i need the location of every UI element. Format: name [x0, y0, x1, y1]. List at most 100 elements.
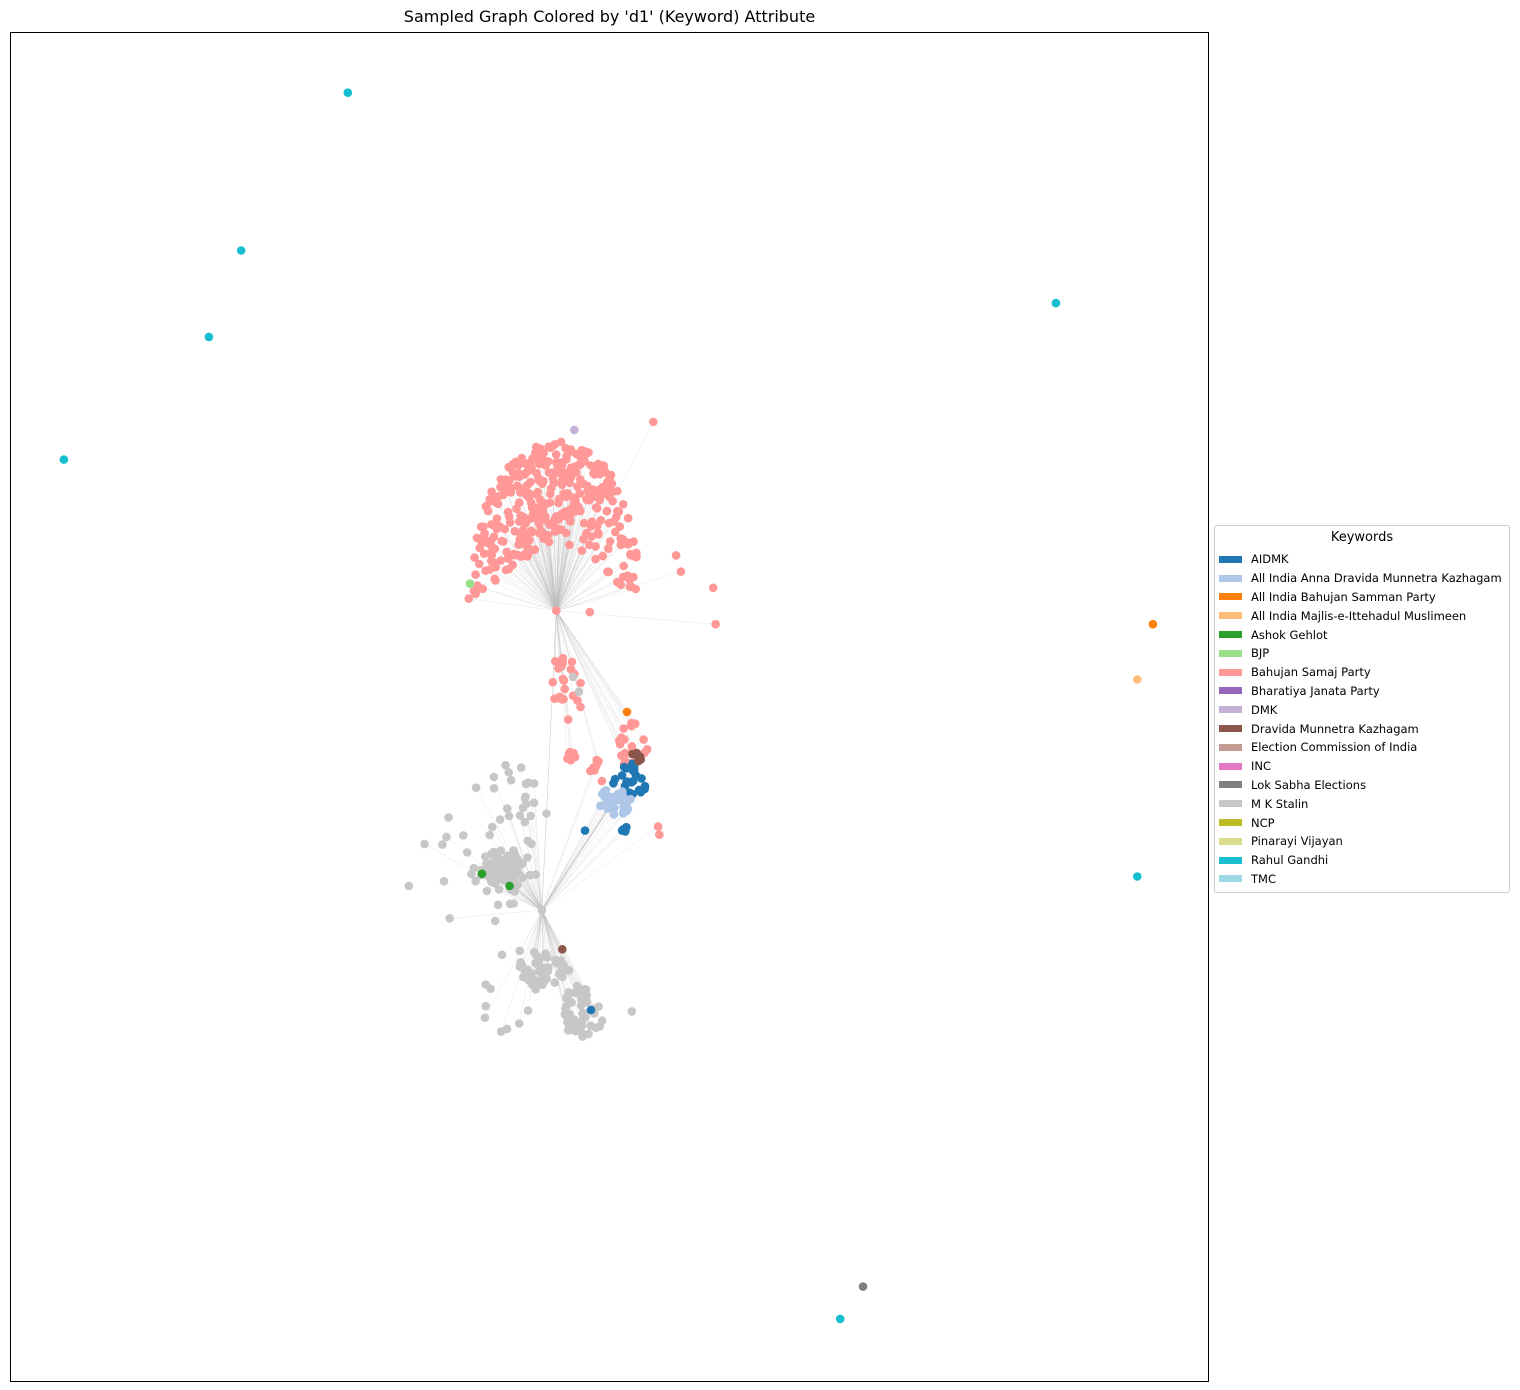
graph-edge: [541, 810, 627, 911]
graph-node: [523, 853, 532, 862]
graph-edge: [468, 598, 557, 611]
graph-node: [619, 724, 628, 733]
graph-node: [521, 799, 531, 809]
graph-node: [529, 798, 539, 808]
graph-node: [619, 561, 628, 571]
graph-node: [530, 948, 539, 957]
graph-node: [469, 863, 479, 873]
graph-edge: [471, 873, 542, 911]
graph-node: [632, 552, 641, 561]
graph-node: [561, 528, 571, 538]
legend-item: TMC: [1215, 870, 1509, 889]
graph-edge: [541, 801, 607, 911]
graph-node: [572, 468, 581, 477]
graph-node: [501, 760, 510, 770]
graph-node: [637, 774, 646, 783]
legend-item: AIDMK: [1215, 550, 1509, 569]
legend-item: Election Commission of India: [1215, 738, 1509, 757]
graph-edge: [556, 511, 581, 611]
graph-edge: [527, 546, 557, 611]
graph-edge: [556, 588, 636, 611]
graph-node: [587, 532, 596, 541]
graph-edge: [541, 831, 626, 911]
graph-edge: [475, 881, 542, 911]
graph-node: [574, 687, 584, 696]
graph-node: [496, 846, 506, 855]
legend-label: Dravida Munnetra Kazhagam: [1251, 721, 1419, 736]
graph-node: [532, 508, 541, 518]
graph-node: [552, 458, 561, 467]
graph-node: [615, 522, 624, 531]
graph-node: [525, 489, 534, 498]
graph-node: [586, 1021, 595, 1030]
graph-edge: [556, 539, 624, 611]
graph-node: [482, 886, 492, 896]
legend-items: AIDMK All India Anna Dravida Munnetra Kaz…: [1215, 550, 1509, 888]
graph-edge: [524, 554, 557, 611]
graph-node: [617, 826, 627, 835]
legend-item: NCP: [1215, 813, 1509, 832]
legend-item: BJP: [1215, 644, 1509, 663]
graph-node: [555, 525, 564, 534]
graph-node: [526, 811, 535, 821]
legend-label: Bharatiya Janata Party: [1251, 683, 1380, 698]
graph-edge: [475, 787, 543, 911]
graph-node: [593, 528, 603, 538]
legend-label: M K Stalin: [1251, 796, 1309, 811]
graph-node: [420, 839, 429, 849]
graph-edge: [556, 550, 583, 611]
graph-node: [603, 567, 612, 576]
graph-node: [558, 945, 567, 954]
graph-node: [561, 492, 571, 502]
legend-label: All India Bahujan Samman Party: [1251, 589, 1436, 604]
graph-node: [496, 1027, 506, 1036]
graph-node: [609, 810, 619, 819]
graph-node: [490, 916, 500, 926]
graph-node: [459, 831, 468, 840]
graph-edge: [489, 569, 557, 611]
graph-node: [634, 785, 644, 795]
graph-edge: [505, 569, 557, 611]
graph-node: [548, 677, 558, 687]
graph-node: [580, 1009, 589, 1018]
legend-item: DMK: [1215, 700, 1509, 719]
graph-edge: [527, 910, 543, 970]
graph-node: [490, 866, 500, 875]
graph-node: [614, 736, 624, 746]
graph-node: [514, 469, 524, 478]
graph-node: [204, 332, 214, 342]
graph-node: [523, 1006, 533, 1015]
legend-swatch: [1219, 555, 1242, 563]
legend-label: AIDMK: [1251, 552, 1289, 567]
legend-swatch: [1219, 781, 1242, 789]
graph-node: [59, 455, 69, 464]
graph-node: [598, 551, 608, 561]
graph-edge: [541, 805, 601, 911]
graph-edge: [556, 543, 624, 611]
graph-node: [597, 789, 607, 799]
graph-node: [512, 504, 521, 513]
graph-node: [536, 444, 545, 453]
graph-node: [477, 869, 487, 879]
graph-node: [510, 526, 520, 536]
graph-edge: [532, 531, 557, 611]
graph-node: [481, 1001, 491, 1011]
graph-node: [470, 553, 479, 562]
graph-node: [562, 966, 571, 975]
legend-item: Bahujan Samaj Party: [1215, 663, 1509, 682]
graph-node: [603, 804, 612, 813]
graph-node: [628, 749, 637, 759]
graph-node: [609, 779, 618, 788]
legend-swatch: [1219, 725, 1242, 733]
graph-node: [506, 775, 516, 785]
graph-edge: [556, 610, 628, 712]
graph-node: [567, 1025, 577, 1035]
graph-node: [576, 702, 585, 712]
graph-node: [546, 489, 555, 499]
graph-node: [485, 830, 495, 840]
legend-label: TMC: [1251, 871, 1276, 886]
graph-node: [545, 520, 555, 529]
graph-node: [585, 540, 594, 550]
legend-item: Lok Sabha Elections: [1215, 776, 1509, 795]
legend-swatch: [1219, 668, 1242, 676]
